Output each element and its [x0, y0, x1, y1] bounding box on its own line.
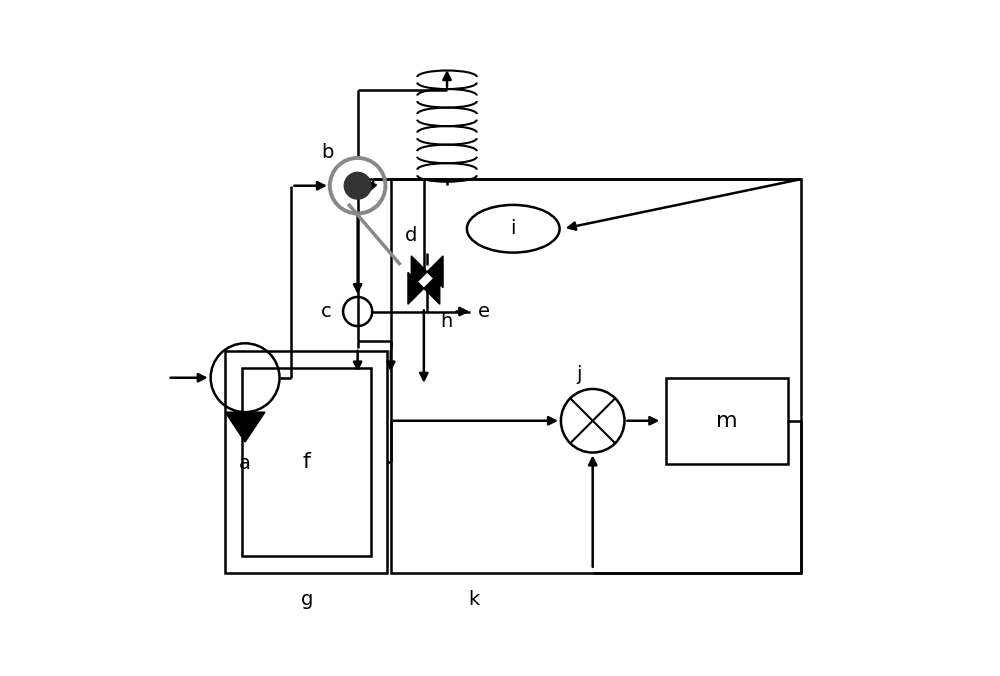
Text: h: h [440, 312, 453, 331]
Polygon shape [408, 272, 424, 304]
Text: d: d [404, 226, 417, 245]
Bar [242, 368, 371, 556]
Text: e: e [477, 302, 489, 321]
Text: f: f [302, 452, 310, 472]
Text: k: k [468, 590, 479, 609]
Text: b: b [322, 143, 334, 162]
Polygon shape [427, 256, 443, 288]
Text: g: g [300, 590, 313, 609]
Bar [225, 352, 387, 573]
Bar [391, 179, 801, 573]
Text: j: j [577, 365, 582, 384]
Text: a: a [239, 454, 251, 473]
Polygon shape [225, 412, 265, 442]
Bar [666, 378, 788, 464]
Text: m: m [716, 411, 738, 431]
Text: c: c [320, 302, 331, 321]
Text: i: i [510, 219, 516, 238]
Circle shape [344, 172, 371, 199]
Polygon shape [411, 256, 427, 288]
Polygon shape [424, 272, 440, 304]
